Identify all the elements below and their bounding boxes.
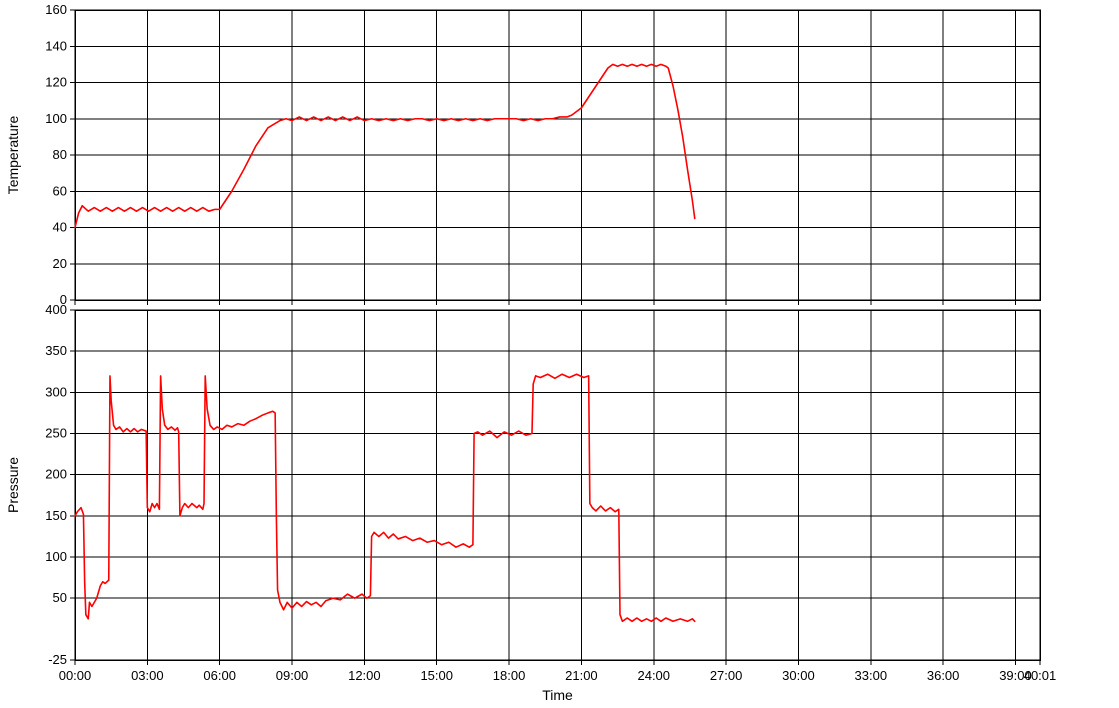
series-line <box>75 64 695 227</box>
y-axis-label: Pressure <box>5 457 21 513</box>
chart-svg: 020406080100120140160Temperature-2550100… <box>0 0 1119 708</box>
x-tick-label: 24:00 <box>637 668 670 683</box>
y-tick-label: 300 <box>45 384 67 399</box>
y-tick-label: 150 <box>45 508 67 523</box>
y-axis-label: Temperature <box>5 115 21 194</box>
x-tick-label: 09:00 <box>276 668 309 683</box>
series-line <box>75 374 695 621</box>
x-tick-label: 21:00 <box>565 668 598 683</box>
y-tick-label: 160 <box>45 2 67 17</box>
x-axis-label: Time <box>542 687 573 703</box>
x-tick-label: 27:00 <box>710 668 743 683</box>
chart-container: 020406080100120140160Temperature-2550100… <box>0 0 1119 708</box>
y-tick-label: 80 <box>53 147 67 162</box>
y-tick-label: 400 <box>45 302 67 317</box>
x-tick-label: 15:00 <box>420 668 453 683</box>
y-tick-label: 50 <box>53 590 67 605</box>
y-tick-label: 350 <box>45 343 67 358</box>
y-tick-label: 250 <box>45 426 67 441</box>
x-tick-label: 06:00 <box>203 668 236 683</box>
x-tick-label: 33:00 <box>855 668 888 683</box>
x-tick-label: 40:01 <box>1024 668 1057 683</box>
y-tick-label: 100 <box>45 111 67 126</box>
y-tick-label: 140 <box>45 38 67 53</box>
y-tick-label: 100 <box>45 549 67 564</box>
x-tick-label: 12:00 <box>348 668 381 683</box>
y-tick-label: 60 <box>53 183 67 198</box>
x-tick-label: 30:00 <box>782 668 815 683</box>
x-tick-label: 36:00 <box>927 668 960 683</box>
y-tick-label: 20 <box>53 256 67 271</box>
y-tick-label: 40 <box>53 220 67 235</box>
x-tick-label: 18:00 <box>493 668 526 683</box>
y-tick-label: 200 <box>45 467 67 482</box>
y-tick-label: 120 <box>45 75 67 90</box>
x-tick-label: 00:00 <box>59 668 92 683</box>
y-tick-label: -25 <box>48 652 67 667</box>
x-tick-label: 03:00 <box>131 668 164 683</box>
